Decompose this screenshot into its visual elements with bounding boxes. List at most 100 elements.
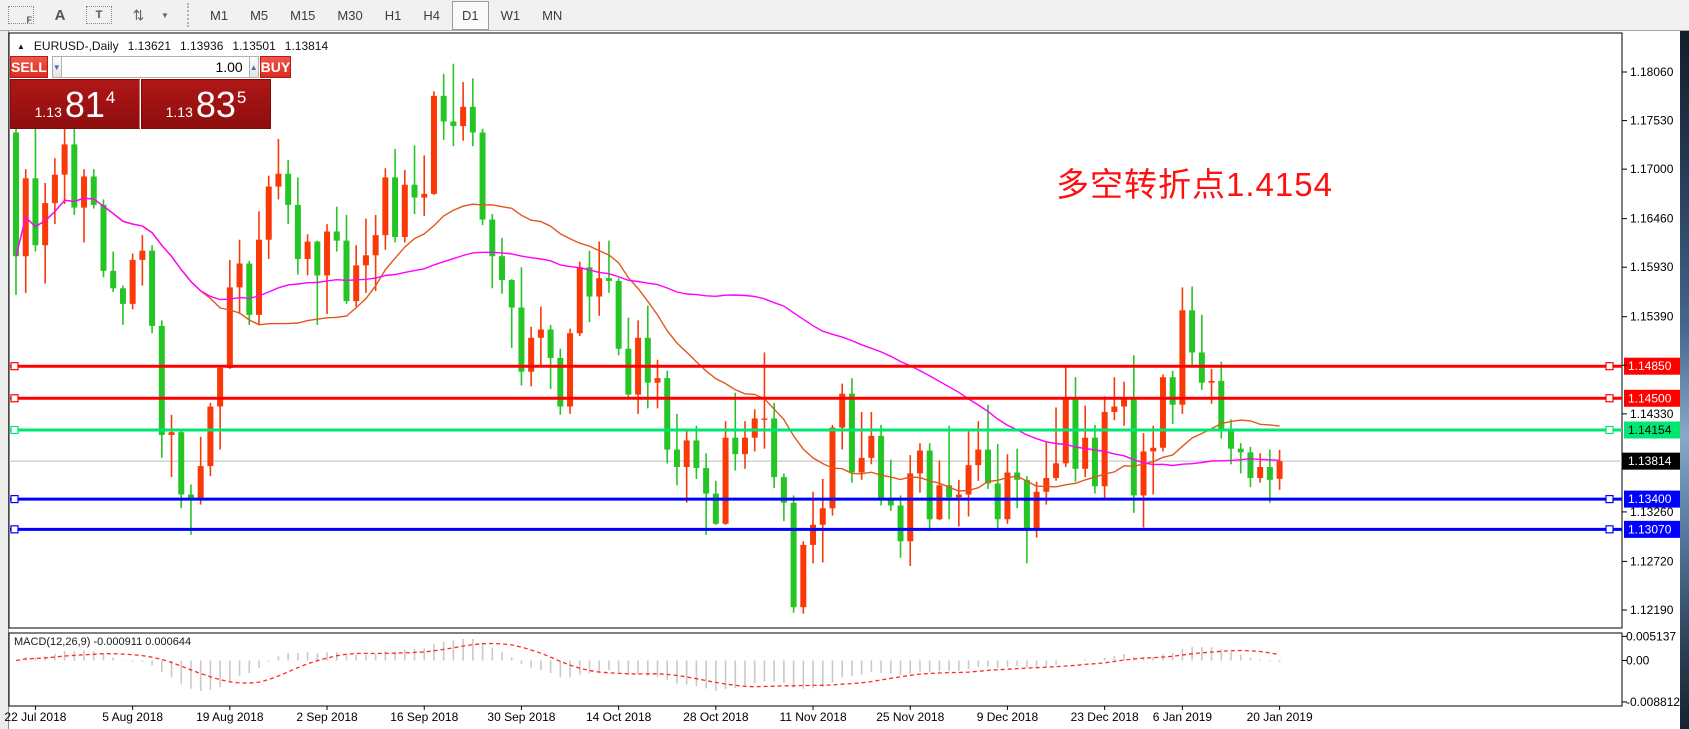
date-tick-label: 28 Oct 2018 bbox=[683, 710, 749, 724]
timeframe-d1[interactable]: D1 bbox=[451, 0, 489, 30]
candle-body bbox=[528, 337, 535, 372]
candle-body bbox=[440, 95, 447, 122]
bid-price-display[interactable]: 1.13 81 4 bbox=[10, 79, 140, 129]
date-tick-label: 30 Sep 2018 bbox=[487, 710, 555, 724]
candle-body bbox=[1072, 397, 1079, 469]
line-handle[interactable] bbox=[10, 394, 19, 403]
symbol-arrow-icon: ▲ bbox=[17, 42, 25, 51]
candle-body bbox=[246, 263, 253, 315]
text-object-icon[interactable]: T bbox=[86, 6, 112, 24]
candle-body bbox=[1101, 412, 1108, 487]
macd-signal-line bbox=[15, 642, 1280, 688]
volume-decrease-button[interactable]: ▼ bbox=[51, 56, 62, 78]
candle-body bbox=[324, 231, 331, 276]
candle-body bbox=[90, 176, 97, 205]
candle-body bbox=[810, 524, 817, 545]
timeframe-m1[interactable]: M1 bbox=[210, 7, 229, 23]
candle-body bbox=[421, 193, 428, 198]
buy-button[interactable]: BUY bbox=[259, 56, 292, 78]
candle-body bbox=[275, 173, 282, 187]
candle-body bbox=[771, 418, 778, 478]
line-handle[interactable] bbox=[10, 494, 19, 504]
ask-price-display[interactable]: 1.13 83 5 bbox=[141, 79, 271, 129]
chevron-down-icon[interactable]: ▼ bbox=[161, 10, 169, 20]
volume-input[interactable] bbox=[61, 56, 249, 78]
chart-title: ▲ EURUSD-,Daily 1.13621 1.13936 1.13501 … bbox=[17, 39, 328, 53]
text-label-icon[interactable]: A bbox=[54, 6, 66, 24]
bid-price-point: 4 bbox=[105, 88, 116, 107]
timeframe-m15[interactable]: M15 bbox=[290, 7, 316, 23]
candle-body bbox=[537, 329, 544, 338]
date-tick-label: 19 Aug 2018 bbox=[196, 710, 264, 724]
candle-body bbox=[965, 465, 972, 495]
date-tick-label: 14 Oct 2018 bbox=[586, 710, 652, 724]
candle-body bbox=[314, 241, 321, 276]
price-tick-label: 1.12190 bbox=[1630, 603, 1674, 617]
candle-body bbox=[430, 95, 437, 194]
line-handle[interactable] bbox=[1605, 362, 1614, 371]
candle-body bbox=[1247, 452, 1254, 479]
candle-body bbox=[158, 325, 165, 435]
volume-increase-button[interactable]: ▲ bbox=[248, 56, 259, 78]
candle-body bbox=[149, 250, 156, 326]
candle-body bbox=[1121, 397, 1128, 407]
date-tick-label: 5 Aug 2018 bbox=[102, 710, 163, 724]
candle-body bbox=[333, 231, 340, 241]
candle-body bbox=[1266, 467, 1273, 480]
timeframe-m5[interactable]: M5 bbox=[250, 7, 269, 23]
candle-body bbox=[693, 440, 700, 468]
candle-body bbox=[129, 259, 136, 304]
macd-tick-label: 0.00 bbox=[1626, 654, 1650, 668]
line-handle[interactable] bbox=[10, 425, 19, 435]
candle-body bbox=[1053, 463, 1060, 479]
line-handle[interactable] bbox=[10, 362, 19, 371]
ask-price-point: 5 bbox=[236, 88, 247, 107]
line-handle[interactable] bbox=[1605, 394, 1614, 403]
candle-body bbox=[1091, 437, 1098, 487]
candle-body bbox=[197, 466, 204, 500]
arrange-arrows-icon[interactable]: ⇅ bbox=[132, 6, 145, 23]
line-handle[interactable] bbox=[1605, 425, 1614, 435]
candle-body bbox=[654, 378, 661, 383]
candle-body bbox=[401, 184, 408, 237]
timeframe-h4[interactable]: H4 bbox=[423, 7, 440, 23]
ohlc-open: 1.13621 bbox=[127, 39, 171, 53]
candle-body bbox=[1208, 380, 1215, 383]
candle-body bbox=[1033, 491, 1040, 530]
ask-price-prefix: 1.13 bbox=[165, 104, 193, 120]
line-handle[interactable] bbox=[10, 525, 19, 534]
candle-body bbox=[1228, 429, 1234, 449]
macd-plot-frame bbox=[8, 632, 1623, 707]
line-handle[interactable] bbox=[1605, 525, 1614, 534]
candle-body bbox=[576, 267, 583, 334]
toolbar-separator bbox=[187, 3, 193, 27]
candle-body bbox=[168, 432, 175, 435]
candle-body bbox=[256, 239, 262, 315]
indicator-list-icon[interactable]: F bbox=[8, 6, 34, 25]
price-line-label: 1.14500 bbox=[1628, 391, 1672, 405]
candle-body bbox=[450, 121, 457, 127]
line-handle[interactable] bbox=[1605, 494, 1614, 504]
timeframe-h1[interactable]: H1 bbox=[384, 7, 402, 23]
candle-body bbox=[518, 307, 525, 372]
indicator-list-icon-letter: F bbox=[26, 15, 33, 25]
candle-body bbox=[285, 173, 292, 205]
sell-button[interactable]: SELL bbox=[10, 56, 48, 78]
candle-body bbox=[1130, 397, 1137, 496]
price-tick-label: 1.16460 bbox=[1630, 212, 1674, 226]
timeframe-m30[interactable]: M30 bbox=[337, 7, 363, 23]
date-tick-label: 16 Sep 2018 bbox=[390, 710, 458, 724]
candle-body bbox=[71, 144, 78, 208]
price-tick-label: 1.14330 bbox=[1630, 407, 1674, 421]
candle-body bbox=[382, 177, 389, 236]
candle-body bbox=[887, 500, 894, 506]
candle-body bbox=[508, 280, 515, 308]
macd-tick-label: -0.008812 bbox=[1626, 695, 1680, 709]
price-tick-label: 1.15390 bbox=[1630, 310, 1674, 324]
chart-annotation-text[interactable]: 多空转折点1.4154 bbox=[1056, 166, 1333, 203]
timeframe-mn[interactable]: MN bbox=[542, 7, 563, 23]
candle-body bbox=[1082, 437, 1089, 469]
timeframe-w1[interactable]: W1 bbox=[500, 7, 521, 23]
